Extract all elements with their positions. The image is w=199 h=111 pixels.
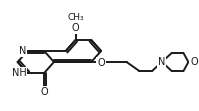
Text: O: O (190, 57, 198, 67)
Text: N: N (19, 46, 26, 56)
Text: CH₃: CH₃ (67, 13, 84, 22)
Text: O: O (97, 58, 105, 68)
Text: O: O (40, 87, 48, 97)
Text: O: O (72, 23, 79, 33)
Text: NH: NH (12, 68, 26, 78)
Text: N: N (158, 57, 166, 67)
